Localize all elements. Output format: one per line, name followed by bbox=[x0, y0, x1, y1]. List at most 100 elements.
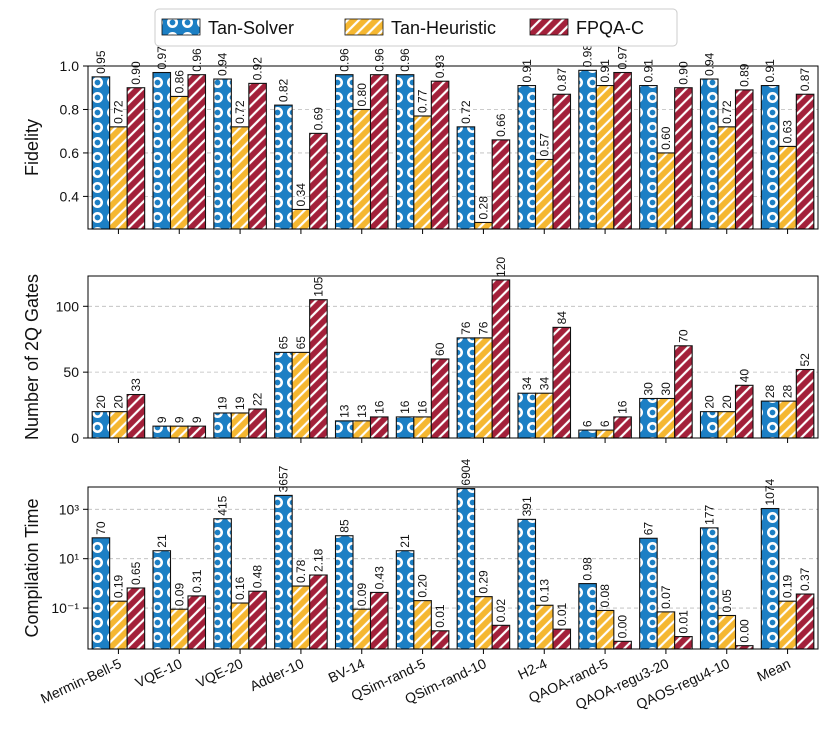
value-label: 0.01 bbox=[433, 604, 447, 628]
bar bbox=[152, 550, 172, 650]
bar bbox=[534, 158, 554, 230]
value-label: 0.43 bbox=[372, 566, 386, 590]
value-label: 0.00 bbox=[616, 615, 630, 639]
bar bbox=[352, 108, 372, 230]
bar bbox=[534, 392, 554, 439]
value-label: 0.97 bbox=[155, 46, 169, 70]
bar bbox=[534, 604, 554, 650]
bar bbox=[274, 351, 293, 439]
value-label: 34 bbox=[537, 377, 551, 391]
value-label: 0.96 bbox=[372, 48, 386, 72]
bar bbox=[109, 600, 128, 650]
bar bbox=[578, 429, 597, 439]
value-label: 0.96 bbox=[337, 48, 351, 72]
axes-frame bbox=[87, 486, 819, 650]
value-label: 9 bbox=[155, 416, 169, 423]
value-label: 0.37 bbox=[798, 567, 812, 591]
axes-frame bbox=[87, 65, 819, 230]
value-label: 6 bbox=[581, 420, 595, 427]
bar bbox=[699, 78, 719, 230]
bar bbox=[230, 602, 250, 650]
bar bbox=[430, 630, 450, 650]
bar bbox=[795, 368, 815, 439]
value-label: 0.05 bbox=[720, 589, 734, 613]
value-label: 0.80 bbox=[355, 83, 369, 107]
value-label: 0.96 bbox=[190, 48, 204, 72]
bar bbox=[760, 400, 780, 439]
bar bbox=[309, 299, 328, 439]
bar bbox=[91, 76, 111, 230]
value-label: 177 bbox=[702, 505, 716, 525]
y-axis-label: Fidelity bbox=[22, 119, 42, 176]
value-label: 0.09 bbox=[172, 583, 186, 607]
bar bbox=[291, 208, 311, 230]
bar bbox=[595, 609, 615, 650]
x-tick-label: Mermin-Bell-5 bbox=[38, 655, 124, 706]
bar bbox=[578, 69, 597, 230]
x-tick-label: Mean bbox=[754, 655, 793, 684]
value-label: 0.86 bbox=[172, 70, 186, 94]
value-label: 16 bbox=[416, 400, 430, 414]
bar bbox=[674, 87, 693, 230]
value-label: 0.20 bbox=[416, 574, 430, 598]
legend-label: Tan-Solver bbox=[208, 18, 294, 38]
bar bbox=[169, 425, 189, 439]
value-label: 20 bbox=[720, 395, 734, 409]
bar bbox=[230, 412, 250, 439]
value-label: 0.09 bbox=[355, 583, 369, 607]
bar bbox=[595, 85, 615, 230]
bar bbox=[352, 420, 372, 439]
bar bbox=[291, 585, 311, 650]
value-label: 0.34 bbox=[294, 183, 308, 207]
bar bbox=[613, 416, 632, 439]
axes-frame bbox=[87, 275, 819, 439]
value-label: 0.72 bbox=[720, 100, 734, 124]
bar bbox=[213, 412, 232, 439]
value-label: 0.19 bbox=[111, 575, 125, 599]
bar bbox=[795, 593, 815, 650]
bar bbox=[656, 397, 676, 439]
value-label: 0.63 bbox=[781, 120, 795, 144]
value-label: 85 bbox=[337, 519, 351, 533]
bar bbox=[169, 608, 189, 650]
value-label: 20 bbox=[94, 395, 108, 409]
value-label: 0.13 bbox=[537, 579, 551, 603]
value-label: 391 bbox=[520, 496, 534, 516]
bar bbox=[126, 587, 146, 650]
bar bbox=[639, 537, 658, 650]
bar bbox=[126, 393, 146, 439]
value-label: 0.16 bbox=[233, 576, 247, 600]
bar bbox=[578, 583, 597, 650]
legend-box bbox=[154, 8, 678, 47]
value-label: 21 bbox=[155, 534, 169, 548]
value-label: 34 bbox=[520, 377, 534, 391]
bar bbox=[552, 93, 572, 230]
y-tick-label: 100 bbox=[56, 298, 80, 314]
value-label: 20 bbox=[111, 395, 125, 409]
bar bbox=[369, 591, 389, 650]
bar bbox=[334, 535, 354, 650]
bar bbox=[456, 337, 476, 439]
legend-swatch bbox=[161, 18, 201, 36]
value-label: 0.69 bbox=[311, 107, 325, 131]
value-label: 28 bbox=[781, 384, 795, 398]
bar bbox=[699, 527, 719, 650]
value-label: 65 bbox=[276, 336, 290, 350]
value-label: 0.00 bbox=[737, 619, 751, 643]
y-tick-label: 10³ bbox=[59, 501, 80, 517]
bar bbox=[152, 425, 172, 439]
value-label: 0.28 bbox=[476, 196, 490, 220]
bar bbox=[491, 139, 511, 230]
value-label: 0.72 bbox=[459, 100, 473, 124]
value-label: 70 bbox=[94, 521, 108, 535]
value-label: 65 bbox=[294, 336, 308, 350]
value-label: 9 bbox=[172, 416, 186, 423]
bar bbox=[734, 89, 754, 230]
value-label: 16 bbox=[372, 400, 386, 414]
bar bbox=[187, 74, 207, 230]
bar bbox=[517, 518, 537, 650]
bar bbox=[230, 126, 250, 230]
value-label: 0.19 bbox=[781, 575, 795, 599]
value-label: 0.91 bbox=[763, 59, 777, 83]
bar bbox=[517, 392, 537, 439]
